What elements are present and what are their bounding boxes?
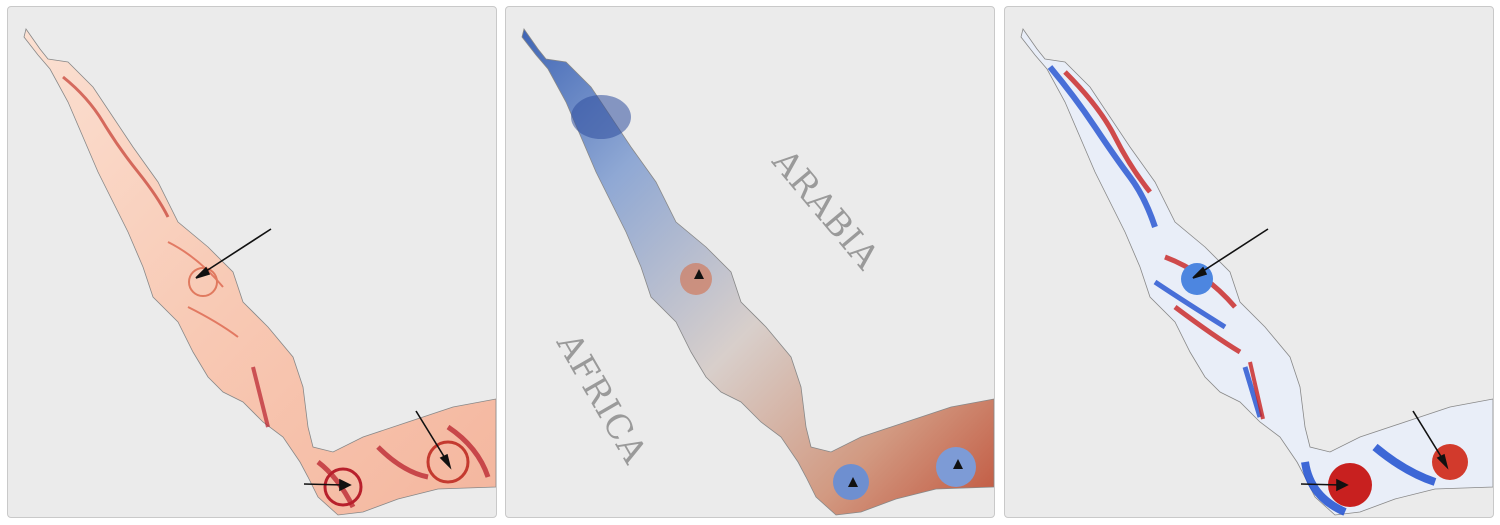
vorticity-filament [1153,279,1263,418]
cold-core [571,95,631,139]
region-label-arabia: ARABIA [763,141,887,278]
map-right [1020,28,1493,516]
panel-middle-map: ARABIA AFRICA [505,6,995,518]
map-left [23,28,496,516]
vorticity-filament [1248,361,1265,420]
region-label-africa: AFRICA [548,326,655,471]
vorticity-filament [1301,443,1437,516]
current-streak [251,366,270,428]
map-middle: ARABIA AFRICA [521,28,994,516]
arrow-annotations [1192,228,1449,492]
eddy-markers [694,269,963,487]
panel-left-map [7,6,497,518]
vorticity-filament [1047,65,1158,228]
vorticity-filament [1063,70,1152,194]
panel-right-map [1004,6,1494,518]
eddy [323,467,363,507]
vortex [1328,463,1372,507]
vortex [1432,444,1468,480]
eddy [426,440,470,484]
arrow-annotations [195,228,452,492]
eddy [188,267,218,297]
sea-body [23,28,496,516]
current-streak [167,241,239,338]
current-streak [62,75,170,218]
